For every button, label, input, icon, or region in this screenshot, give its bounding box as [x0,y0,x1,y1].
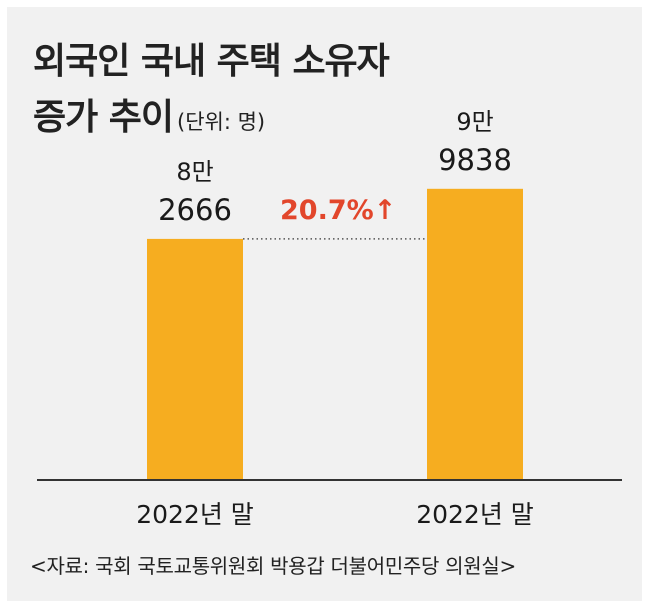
bar-value-man-1: 9만 [456,107,494,136]
unit-label: (단위: 명) [177,110,266,134]
bar-value-rest-1: 9838 [438,142,512,177]
x-tick-label-0: 2022년 말 [136,500,254,529]
chart-frame [7,7,642,601]
chart-title-line-1: 외국인 국내 주택 소유자 [33,41,390,82]
bar-value-label-1: 9만 9838 [415,103,535,179]
bar-value-man-0: 8만 [176,157,214,186]
bar-value-label-0: 8만 2666 [135,153,255,229]
source-note: <자료: 국회 국토교통위원회 박용갑 더불어민주당 의원실> [30,554,516,578]
change-percent-label: 20.7%↑ [280,194,397,226]
chart-title-line-2: 증가 추이 (단위: 명) [33,88,265,140]
chart-title-line-2-text: 증가 추이 [33,97,174,138]
bar-value-rest-0: 2666 [158,192,232,227]
bar-2022-second [427,188,523,480]
bar-2022-first [147,238,243,480]
x-tick-label-1: 2022년 말 [416,500,534,529]
